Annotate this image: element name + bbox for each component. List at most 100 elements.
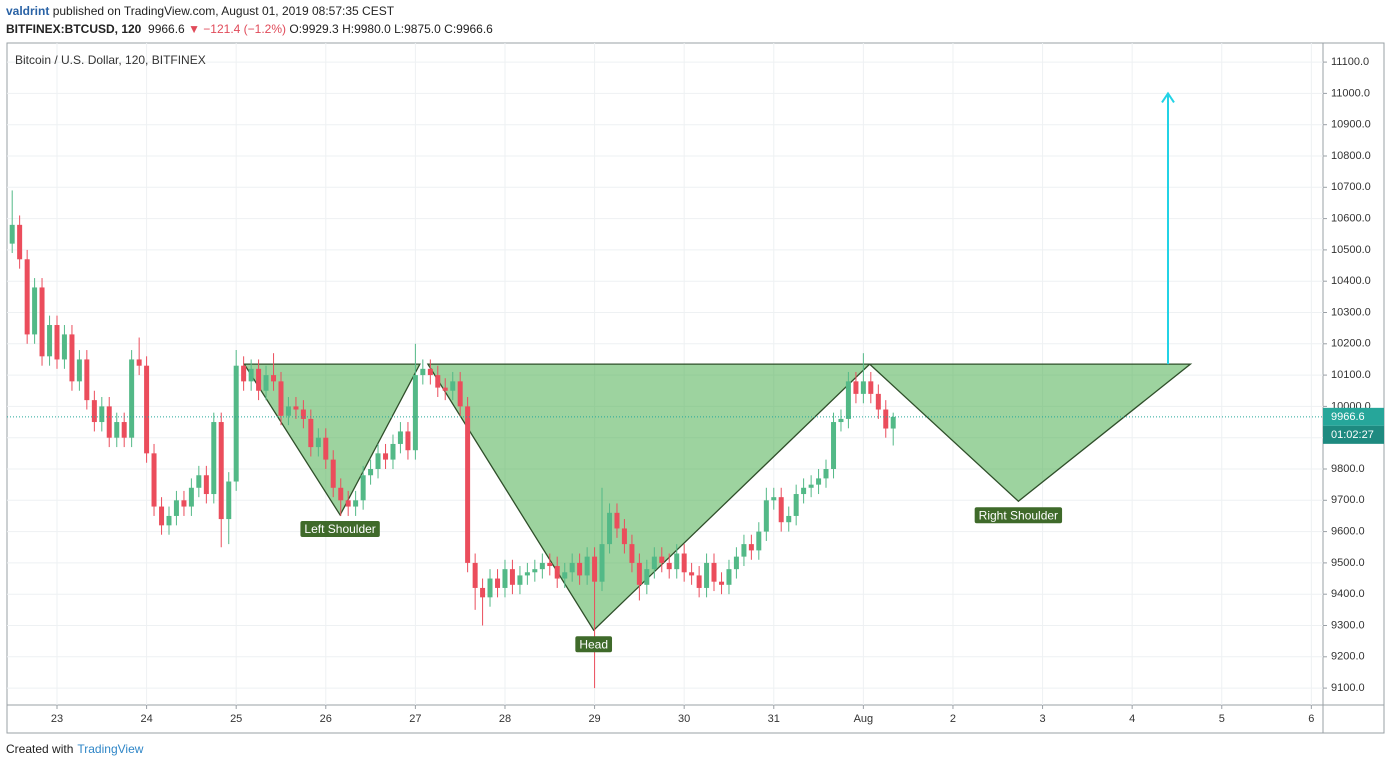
candle-body [368,468,374,476]
footer: Created with TradingView [6,742,143,756]
change: ▼ −121.4 (−1.2%) [188,22,287,36]
x-tick-label: 6 [1308,713,1314,725]
pattern-label-text: Head [579,637,608,651]
candle-body [263,375,269,391]
candle-body [816,478,822,485]
candle-body [420,368,426,376]
candle-body [285,406,291,416]
y-tick-label: 9300.0 [1331,619,1365,631]
candle-body [136,359,142,366]
candle-body [831,422,837,469]
y-tick-label: 9700.0 [1331,494,1365,506]
candle-body [450,381,456,391]
countdown-box [1323,425,1384,444]
x-tick-label: 4 [1129,713,1135,725]
countdown: 01:02:27 [1331,429,1374,441]
author[interactable]: valdrint [6,4,50,18]
candle-body [271,375,277,382]
candle-body [151,453,157,507]
last-price-label: 9966.6 [1331,411,1365,423]
candle-body [689,572,695,576]
candle-body [629,544,635,563]
candle-body [233,365,239,482]
candle-body [875,393,881,410]
candle-body [860,381,866,394]
candle-body [315,437,321,448]
y-tick-label: 10400.0 [1331,275,1371,287]
candle-body [524,572,530,576]
candle-body [99,406,105,423]
pattern-label-bg [575,636,613,653]
candle-body [412,375,418,451]
x-tick-label: 30 [678,713,690,725]
candle-body [47,325,53,357]
candle-body [129,359,135,438]
x-tick-label: 27 [409,713,421,725]
candle-body [114,422,120,438]
candle-body [278,381,284,416]
y-tick-label: 9800.0 [1331,463,1365,475]
candle-body [308,418,314,448]
pattern-label-bg [974,507,1063,524]
candle-body [248,368,254,382]
candle-body [256,368,262,391]
chart-title: Bitcoin / U.S. Dollar, 120, BITFINEX [15,53,206,67]
candle-body [674,553,680,570]
candle-body [562,572,568,579]
candle-body [397,431,403,444]
candle-body [614,512,620,529]
candle-body [763,500,769,532]
last-price: 9966.6 [148,22,185,36]
candle-body [719,581,725,585]
candle-body [726,569,732,585]
candle-body [741,544,747,557]
overlays: Left Shoulder Head Right Shoulder 9966.6 01:… [7,91,1384,653]
patterns [243,363,1193,632]
candle-body [681,553,687,573]
candle-body [554,566,560,579]
x-tick-label: 28 [499,713,511,725]
candle-body [472,562,478,588]
candle-body [502,569,508,588]
candle-body [569,562,575,573]
candle-body [106,406,112,438]
y-tick-label: 10800.0 [1331,150,1371,162]
candle-body [853,381,859,394]
candle-body [457,381,463,407]
candle-body [405,431,411,451]
candle-body [383,453,389,460]
candle-body [9,224,15,244]
pattern-triangle [243,363,421,517]
candle-body [547,562,553,567]
candle-body [39,287,45,357]
candle-body [69,334,75,382]
candle-body [659,556,665,563]
pattern-label-text: Left Shoulder [304,522,375,536]
candle-body [323,437,329,460]
candle-body [173,500,179,516]
candle-body [480,587,486,598]
candle-body [360,475,366,501]
candle-body [651,556,657,570]
candle-body [584,556,590,576]
candle-body [91,400,97,423]
symbol: BITFINEX:BTCUSD, 120 [6,22,142,36]
candle-body [771,497,777,501]
candle-body [144,365,150,454]
candle-body [211,422,217,495]
candle-body [24,259,30,335]
y-tick-label: 9400.0 [1331,588,1365,600]
candle-body [300,409,306,419]
brand[interactable]: TradingView [77,742,144,756]
candle-body [61,334,67,360]
x-tick-label: 3 [1039,713,1045,725]
candle-body [517,575,523,585]
arrow-head [1161,91,1175,103]
candle-body [203,475,209,495]
y-tick-label: 9200.0 [1331,651,1365,663]
candle-body [54,325,60,360]
x-tick-label: 5 [1219,713,1225,725]
candle-body [786,515,792,523]
candle-body [883,409,889,429]
candle-body [390,443,396,460]
